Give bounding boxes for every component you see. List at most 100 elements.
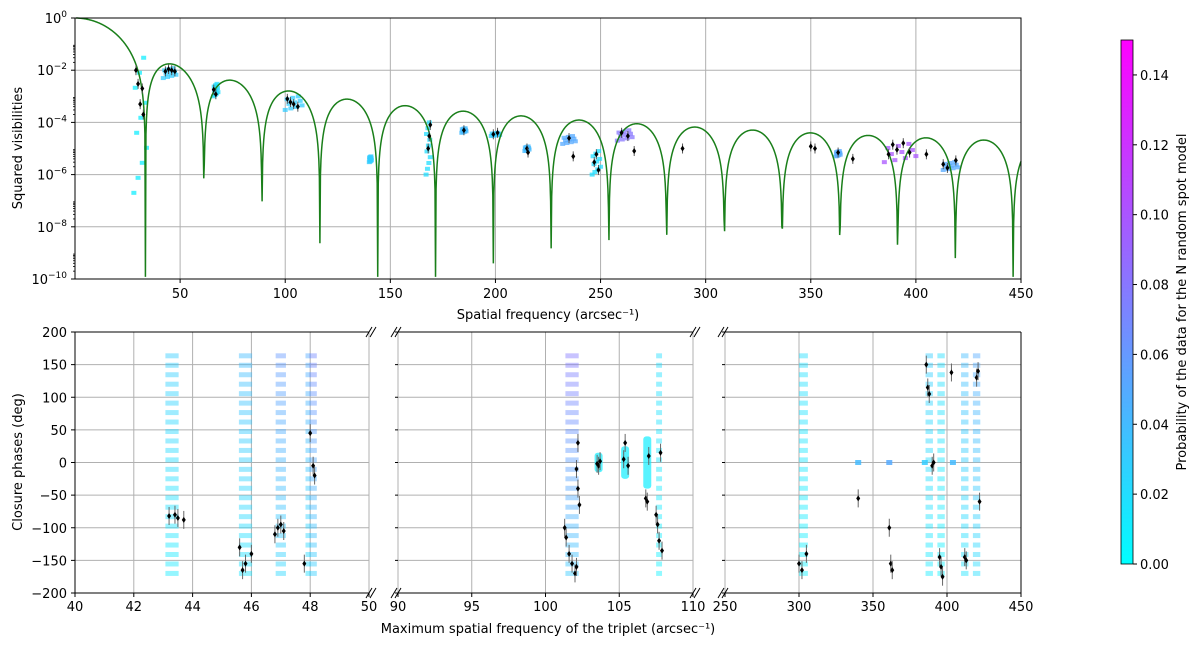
colorbar-label: Probability of the data for the N random… (1175, 134, 1190, 471)
y-tick-exponent: −4 (54, 114, 68, 124)
visibility-data-point (808, 143, 813, 150)
closure-probability-marker (656, 476, 663, 482)
colorbar-ticks: 0.00 0.02 0.04 0.06 0.08 0.10 0.12 0.14 (1133, 69, 1169, 573)
closure-probability-marker (972, 353, 981, 359)
closure-data-point (949, 369, 954, 376)
closure-probability-marker (961, 353, 969, 359)
closure-probability-marker (238, 514, 253, 520)
closure-data-point (887, 524, 892, 531)
visibility-probability-marker (881, 160, 887, 165)
closure-probability-marker (656, 485, 663, 491)
closure-probability-marker (165, 542, 179, 548)
visibility-probability-marker (164, 74, 170, 79)
visibility-probability-marker (424, 166, 430, 171)
closure-data-point (240, 567, 245, 574)
closure-probability-marker (165, 457, 179, 463)
closure-probability-marker (925, 457, 933, 463)
closure-probability-marker (961, 533, 969, 539)
visibility-probability-marker (572, 139, 578, 144)
closure-probability-marker (921, 460, 928, 465)
closure-probability-marker (565, 438, 579, 444)
closure-probability-marker (961, 400, 969, 406)
visibility-probability-marker (948, 163, 954, 168)
visibility-probability-marker (940, 168, 946, 173)
closure-data-point (804, 550, 809, 557)
visibility-probability-marker (426, 161, 432, 165)
closure-probability-marker (309, 429, 317, 435)
visibility-y-tick-label: 10−4 (37, 114, 67, 131)
closure-probability-marker (565, 523, 579, 529)
visibility-x-tick-label: 350 (798, 287, 823, 302)
closure-probability-marker (799, 429, 808, 435)
visibility-probability-marker (590, 154, 596, 159)
visibility-data-point (491, 131, 496, 138)
visibility-probability-marker (427, 155, 433, 160)
closure-probability-marker (309, 542, 317, 548)
closure-probability-marker (565, 372, 579, 378)
closure-x-tick-label: 46 (243, 600, 260, 615)
y-tick-exponent: −6 (54, 167, 68, 177)
closure-probability-marker (937, 438, 945, 444)
visibility-probability-marker (955, 165, 961, 170)
closure-probability-marker (165, 485, 179, 491)
visibility-probability-marker (895, 143, 901, 148)
closure-probability-marker (961, 495, 969, 501)
closure-probability-marker (961, 485, 969, 491)
visibility-data-point (941, 161, 946, 168)
visibility-data-point (295, 103, 300, 110)
closure-probability-marker (937, 552, 945, 558)
visibility-probability-marker (629, 135, 635, 140)
closure-probability-marker (275, 561, 286, 567)
closure-probability-marker (937, 523, 945, 529)
closure-probability-marker (961, 381, 969, 387)
closure-probability-marker (656, 362, 663, 368)
visibility-probability-marker (423, 172, 429, 177)
visibility-probability-marker (568, 140, 574, 145)
visibility-probability-marker (597, 156, 603, 161)
closure-probability-marker (656, 466, 663, 472)
closure-probability-marker (238, 362, 253, 368)
visibility-data-point (136, 80, 141, 87)
visibility-data-point (172, 68, 177, 75)
closure-panel-high: 250 300 350 400 450 (713, 326, 1033, 615)
closure-probability-marker (565, 514, 579, 520)
visibility-probability-marker (564, 141, 570, 146)
closure-probability-marker (305, 429, 311, 435)
closure-probability-marker (799, 410, 808, 416)
closure-probability-marker (972, 570, 981, 576)
closure-probability-marker (972, 400, 981, 406)
visibility-probability-marker (215, 90, 221, 95)
visibility-x-tick-label: 200 (483, 287, 508, 302)
closure-probability-marker (238, 353, 253, 359)
visibility-data-point (427, 133, 432, 140)
closure-probability-marker (799, 457, 808, 463)
closure-data-point (623, 439, 628, 446)
visibility-probability-marker (135, 175, 141, 180)
visibility-probability-marker (282, 107, 288, 112)
closure-probability-marker (305, 391, 311, 397)
closure-probability-marker (165, 447, 179, 453)
closure-probability-marker (937, 447, 945, 453)
closure-probability-marker (656, 410, 663, 416)
colorbar-gradient (1120, 39, 1134, 565)
closure-probability-marker (937, 466, 945, 472)
closure-probability-marker (937, 391, 945, 397)
closure-probability-marker (305, 504, 311, 510)
closure-probability-marker (925, 476, 933, 482)
visibility-x-tick-label: 300 (693, 287, 718, 302)
visibility-probability-marker (173, 72, 179, 77)
closure-probability-marker (275, 419, 286, 425)
visibility-data-point (596, 167, 601, 174)
closure-probability-marker (309, 419, 317, 425)
visibility-probability-marker (138, 115, 144, 120)
closure-probability-marker (238, 447, 253, 453)
visibility-probability-marker (132, 85, 138, 90)
closure-probability-marker (799, 504, 808, 510)
closure-probability-marker (309, 476, 317, 482)
closure-probability-marker (165, 523, 179, 529)
closure-probability-marker (565, 457, 579, 463)
closure-probability-marker (937, 400, 945, 406)
closure-probability-marker (925, 400, 933, 406)
visibility-data-point (166, 66, 171, 73)
closure-probability-marker (855, 460, 862, 465)
